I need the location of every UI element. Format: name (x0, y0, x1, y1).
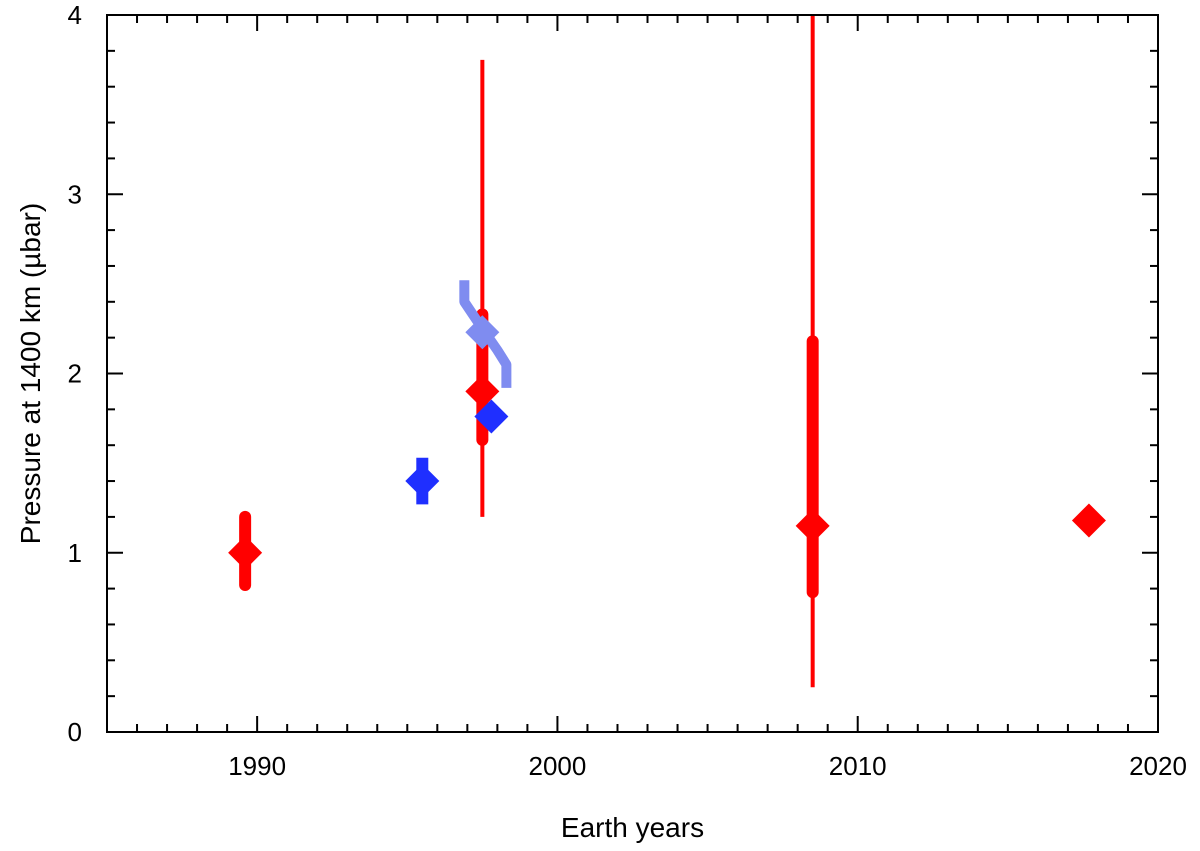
series-blue (405, 399, 509, 505)
data-point-red (795, 508, 830, 543)
x-tick-label: 2000 (529, 751, 587, 781)
y-tick-label: 3 (68, 179, 82, 209)
minor-ticks (106, 15, 1158, 732)
y-tick-label: 0 (68, 717, 82, 747)
series-light_blue (459, 280, 512, 388)
data-point-red (1071, 503, 1106, 538)
major-ticks (107, 14, 1159, 733)
series-red (228, 15, 1106, 688)
data-point-red (228, 535, 263, 570)
x-tick-label: 1990 (228, 751, 286, 781)
data-point-red (465, 374, 500, 409)
y-tick-label: 4 (68, 0, 82, 30)
plot-frame (106, 14, 1159, 733)
tick-labels: 1990 2000 2010 2020 0 1 2 3 4 (68, 0, 1187, 781)
y-tick-label: 2 (68, 359, 82, 389)
x-axis-title: Earth years (561, 812, 704, 843)
x-tick-label: 2020 (1129, 751, 1187, 781)
x-tick-label: 2010 (829, 751, 887, 781)
y-axis-title: Pressure at 1400 km (µbar) (15, 203, 46, 544)
data-point-blue (474, 399, 509, 434)
data-point-light_blue (465, 315, 500, 350)
data-point-blue (405, 464, 440, 499)
y-tick-label: 1 (68, 538, 82, 568)
data-marks (228, 15, 1106, 688)
